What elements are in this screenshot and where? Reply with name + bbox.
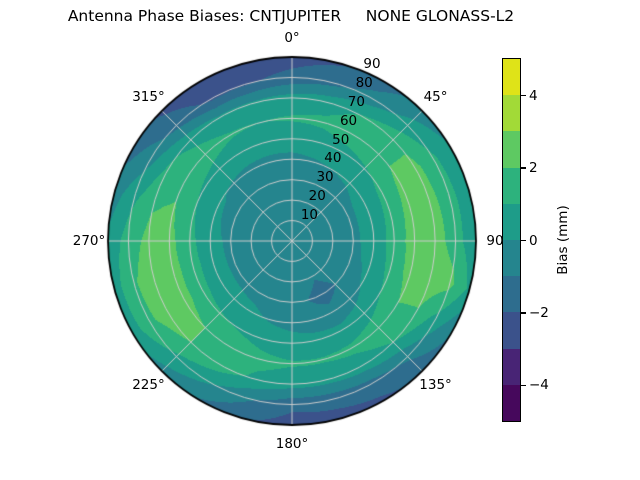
radial-tick-label: 30 bbox=[316, 169, 334, 186]
colorbar-segment bbox=[503, 59, 520, 96]
colorbar-axis-label: Bias (mm) bbox=[555, 205, 571, 275]
radial-tick-label: 50 bbox=[332, 131, 350, 148]
colorbar-segment bbox=[503, 384, 520, 422]
colorbar-segment bbox=[503, 276, 520, 313]
theta-tick-label: 0° bbox=[284, 29, 300, 46]
theta-tick-label: 45° bbox=[423, 89, 448, 106]
colorbar-segment bbox=[503, 167, 520, 204]
colorbar-tick-mark bbox=[521, 167, 526, 169]
colorbar-tick-mark bbox=[521, 312, 526, 314]
colorbar-segment bbox=[503, 240, 520, 277]
theta-tick-label: 180° bbox=[275, 435, 309, 452]
theta-tick-label: 135° bbox=[419, 376, 452, 393]
radial-tick-label: 40 bbox=[324, 150, 342, 167]
colorbar-tick-label: 4 bbox=[529, 87, 538, 104]
colorbar-segment bbox=[503, 312, 520, 349]
colorbar bbox=[502, 58, 521, 422]
theta-tick-label: 270° bbox=[72, 232, 106, 249]
radial-tick-label: 90 bbox=[363, 55, 381, 72]
colorbar-tick-label: −4 bbox=[529, 377, 549, 394]
colorbar-tick-mark bbox=[521, 94, 526, 97]
radial-tick-label: 10 bbox=[300, 206, 318, 223]
radial-tick-label: 70 bbox=[347, 93, 365, 110]
radial-tick-label: 80 bbox=[355, 74, 373, 91]
colorbar-tick-mark bbox=[521, 239, 526, 242]
colorbar-tick-label: −2 bbox=[529, 304, 549, 321]
theta-tick-label: 225° bbox=[132, 376, 165, 393]
colorbar-segment bbox=[503, 95, 520, 132]
theta-tick-label: 315° bbox=[132, 89, 165, 106]
colorbar-segment bbox=[503, 203, 520, 241]
colorbar-tick-label: 2 bbox=[529, 160, 538, 177]
radial-tick-label: 20 bbox=[308, 188, 326, 205]
radial-tick-label: 60 bbox=[339, 112, 358, 129]
theta-tick-label: 90 bbox=[486, 232, 504, 249]
colorbar-segment bbox=[503, 348, 520, 385]
colorbar-tick-mark bbox=[521, 384, 526, 387]
colorbar-tick-label: 0 bbox=[529, 232, 538, 249]
colorbar-segment bbox=[503, 131, 520, 168]
